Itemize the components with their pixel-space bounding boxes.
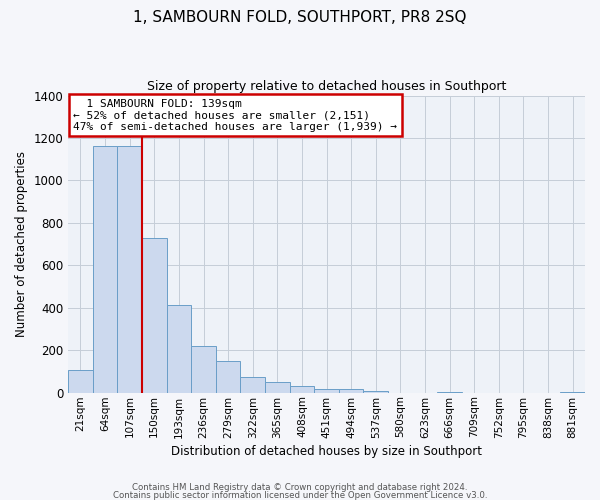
Bar (142, 238, 167, 392)
Bar (314, 389, 339, 392)
Bar (339, 390, 364, 392)
Bar (216, 361, 241, 392)
Title: Size of property relative to detached houses in Southport: Size of property relative to detached ho… (147, 80, 506, 93)
Bar (118, 146, 142, 392)
Bar (290, 386, 314, 392)
Bar (191, 346, 216, 393)
Text: Contains public sector information licensed under the Open Government Licence v3: Contains public sector information licen… (113, 490, 487, 500)
Text: 1, SAMBOURN FOLD, SOUTHPORT, PR8 2SQ: 1, SAMBOURN FOLD, SOUTHPORT, PR8 2SQ (133, 10, 467, 25)
Bar (167, 304, 191, 392)
Text: Contains HM Land Registry data © Crown copyright and database right 2024.: Contains HM Land Registry data © Crown c… (132, 484, 468, 492)
Bar (68, 370, 93, 392)
Bar (265, 382, 290, 392)
Text: 1 SAMBOURN FOLD: 139sqm  
← 52% of detached houses are smaller (2,151)
47% of se: 1 SAMBOURN FOLD: 139sqm ← 52% of detache… (73, 98, 397, 132)
X-axis label: Distribution of detached houses by size in Southport: Distribution of detached houses by size … (171, 444, 482, 458)
Bar (93, 146, 118, 392)
Y-axis label: Number of detached properties: Number of detached properties (15, 151, 28, 337)
Bar (364, 390, 388, 392)
Bar (241, 377, 265, 392)
